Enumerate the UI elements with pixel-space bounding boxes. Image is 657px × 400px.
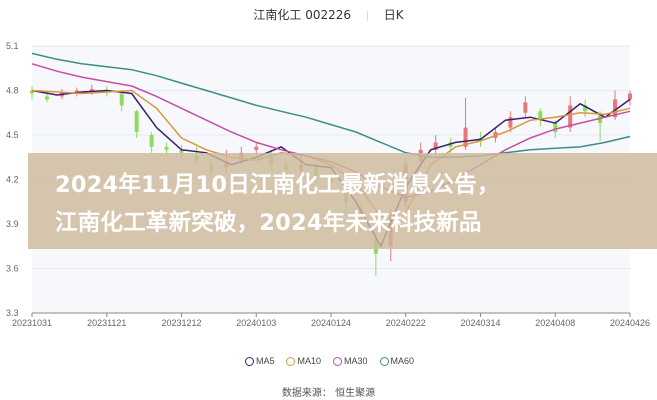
line-ma60 [31, 52, 631, 159]
headline-line-1: 2024年11月10日江南化工最新消息公告， [55, 172, 500, 198]
legend-label: MA30 [344, 356, 368, 366]
candle-body [568, 105, 573, 128]
candle-body [583, 105, 588, 112]
headline-banner: 2024年11月10日江南化工最新消息公告， 江南化工革新突破，2024年未来科… [28, 153, 657, 249]
y-tick-label: 3.9 [6, 219, 19, 229]
x-tick-label: 20240124 [311, 318, 351, 328]
stock-code: 002226 [305, 8, 352, 22]
legend-label: MA10 [297, 356, 321, 366]
headline-line-2: 江南化工革新突破，2024年未来科技新品 [55, 210, 482, 236]
legend: MA5 MA10 MA30 MA60 [0, 356, 657, 367]
candle-body [119, 93, 124, 106]
stock-name: 江南化工 [253, 8, 302, 22]
y-tick-label: 3.3 [6, 308, 19, 318]
y-tick-label: 4.5 [6, 130, 19, 140]
y-tick-label: 4.8 [6, 86, 19, 96]
x-tick-label: 20240103 [236, 318, 276, 328]
candle-body [463, 127, 468, 147]
chart-title: 江南化工 002226 日K [0, 6, 657, 23]
candle-body [44, 96, 49, 100]
candle-body [628, 93, 632, 100]
x-tick-label: 20240314 [460, 318, 500, 328]
legend-marker-icon [333, 357, 342, 367]
x-tick-label: 20240222 [386, 318, 426, 328]
y-tick-label: 3.6 [6, 264, 19, 274]
candle-body [89, 89, 94, 92]
candle-body [254, 146, 259, 150]
candle-body [508, 117, 513, 128]
legend-label: MA60 [390, 356, 415, 366]
candle-body [164, 146, 169, 150]
candle-body [134, 111, 139, 133]
x-tick-label: 20240408 [535, 318, 575, 328]
x-tick-label: 20240426 [610, 318, 650, 328]
candle-body [179, 149, 184, 153]
legend-item-ma60[interactable]: MA60 [378, 356, 415, 367]
legend-item-ma5[interactable]: MA5 [243, 356, 275, 367]
y-tick-label: 5.1 [6, 41, 19, 51]
y-tick-label: 4.2 [6, 175, 19, 185]
x-tick-label: 20231031 [12, 318, 52, 328]
candle-body [149, 135, 154, 147]
candle-body [613, 99, 618, 118]
x-tick-label: 20231212 [161, 318, 201, 328]
divider [366, 10, 368, 21]
period-label[interactable]: 日K [383, 8, 404, 22]
legend-marker-icon [286, 357, 296, 367]
legend-label: MA5 [255, 356, 275, 366]
x-tick-label: 20231121 [87, 318, 126, 328]
candle-body [538, 111, 543, 121]
candle-body [523, 102, 528, 113]
legend-item-ma30[interactable]: MA30 [331, 356, 368, 367]
data-source: 数据来源： 恒生聚源 [281, 388, 376, 399]
candle-body [30, 90, 34, 94]
legend-marker-icon [244, 357, 254, 367]
legend-marker-icon [379, 357, 389, 367]
candle-body [553, 123, 558, 133]
candle-body [433, 142, 438, 150]
legend-item-ma10[interactable]: MA10 [284, 356, 321, 367]
